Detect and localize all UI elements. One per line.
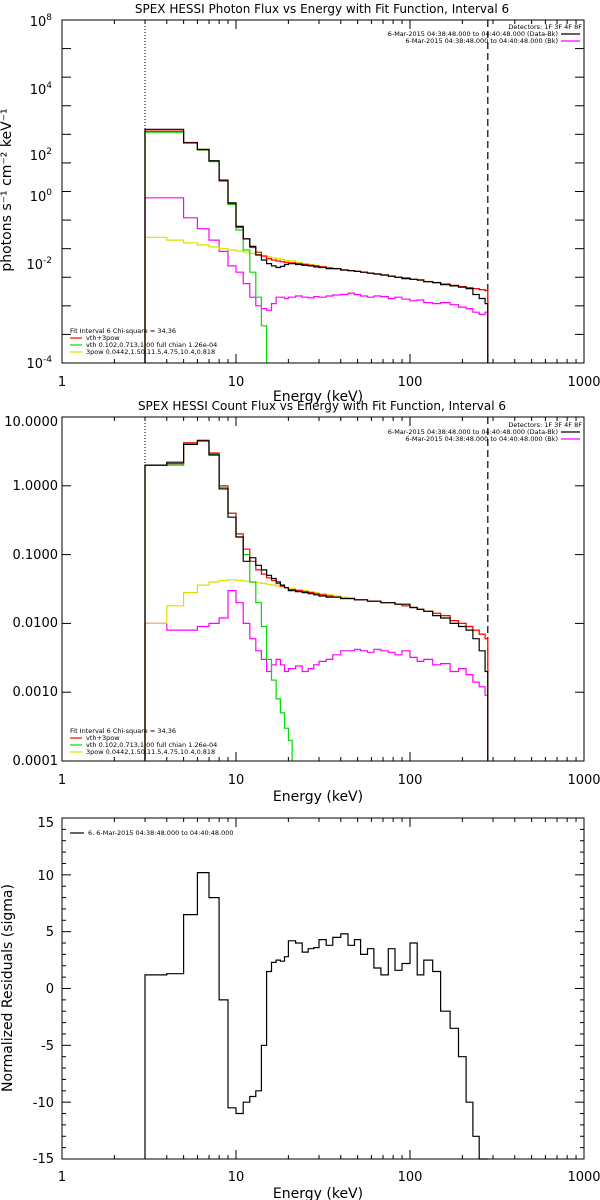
count-legend-powerlaw: 3pow 0.0442,1.50,11.5,4.75,10.4,0.818 bbox=[70, 748, 215, 756]
residual-y-tick-label-m15: -15 bbox=[33, 1152, 54, 1167]
residual-y-tick-label-m5: -5 bbox=[41, 1039, 54, 1054]
svg-text:6-Mar-2015 04:38:48.000 to 04:: 6-Mar-2015 04:38:48.000 to 04:40:48.000 … bbox=[388, 428, 558, 436]
photon-series-vth-3pow bbox=[144, 130, 489, 363]
count-legend-bk: 6-Mar-2015 04:38:48.000 to 04:40:48.000 … bbox=[405, 435, 580, 443]
residual-series-6-6-mar-2015-04-38-48-000-to-04-40-48-00 bbox=[144, 872, 488, 1160]
count-flux-series bbox=[144, 439, 489, 761]
svg-text:6-Mar-2015 04:38:48.000 to 04:: 6-Mar-2015 04:38:48.000 to 04:40:48.000 … bbox=[405, 37, 558, 45]
residual-y-tick-label-10: 10 bbox=[37, 869, 54, 884]
photon-flux-plot-frame bbox=[61, 19, 585, 364]
count-y-tick-label-10.0000: 10.0000 bbox=[4, 415, 58, 430]
photon-y-tick-label-1e-4: 10-4 bbox=[26, 355, 52, 372]
residual-y-tick-label-0: 0 bbox=[46, 982, 54, 997]
residual-x-axis-label: Energy (keV) bbox=[273, 1186, 363, 1200]
residual-x-tick-label-1: 1 bbox=[58, 1170, 66, 1185]
residual-y-axis-label: Normalized Residuals (sigma) bbox=[0, 884, 16, 1092]
count-series-vth-3pow bbox=[144, 439, 489, 761]
photon-y-tick-label-1e-2: 10-2 bbox=[26, 256, 52, 273]
count-legend-data-bk: 6-Mar-2015 04:38:48.000 to 04:40:48.000 … bbox=[388, 428, 580, 436]
photon-legend-data-bk: 6-Mar-2015 04:38:48.000 to 04:40:48.000 … bbox=[388, 30, 580, 38]
photon-legend-bk: 6-Mar-2015 04:38:48.000 to 04:40:48.000 … bbox=[405, 37, 580, 45]
count-fit-interval-text: Fit Interval 6 Chi-square = 34.36 bbox=[70, 727, 176, 735]
svg-text:vth+3pow: vth+3pow bbox=[86, 734, 120, 742]
count-y-tick-label-0.0010: 0.0010 bbox=[13, 685, 59, 700]
residual-x-tick-label-10: 10 bbox=[228, 1170, 245, 1185]
photon-x-tick-label-100: 100 bbox=[398, 375, 423, 390]
residuals-series bbox=[144, 872, 488, 1160]
count-flux-title: SPEX HESSI Count Flux vs Energy with Fit… bbox=[138, 399, 506, 413]
count-flux-plot-frame bbox=[61, 416, 585, 762]
photon-flux-panel: SPEX HESSI Photon Flux vs Energy with Fi… bbox=[0, 2, 600, 405]
count-x-axis-label: Energy (keV) bbox=[273, 789, 363, 805]
count-x-tick-label-10: 10 bbox=[228, 773, 245, 788]
count-series-6-mar-2015-04-38-48-000-to-04-40-48-000- bbox=[144, 440, 489, 761]
photon-series-6-mar-2015-04-38-48-000-to-04-40-48-000- bbox=[144, 197, 489, 363]
svg-text:vth 0.102,0.713,1.00 full chi: vth 0.102,0.713,1.00 full chian 1.26e-04 bbox=[86, 341, 217, 349]
photon-x-tick-label-1: 1 bbox=[58, 375, 66, 390]
photon-y-tick-label-1e2: 102 bbox=[30, 147, 52, 164]
count-flux-panel: SPEX HESSI Count Flux vs Energy with Fit… bbox=[4, 399, 600, 805]
photon-flux-series bbox=[144, 128, 489, 363]
count-y-tick-label-0.1000: 0.1000 bbox=[13, 548, 59, 563]
photon-x-tick-label-1000: 1000 bbox=[567, 375, 600, 390]
photon-fit-interval-text: Fit Interval 6 Chi-square = 34.36 bbox=[70, 327, 176, 335]
count-x-tick-label-1: 1 bbox=[58, 773, 66, 788]
count-legend-thermal: vth 0.102,0.713,1.00 full chian 1.26e-04 bbox=[70, 741, 217, 749]
photon-flux-title: SPEX HESSI Photon Flux vs Energy with Fi… bbox=[135, 2, 509, 16]
photon-y-tick-label-1e4: 104 bbox=[30, 81, 53, 98]
count-series-3pow-0-0442-1-50-11-5-4-75-10-4-0-818 bbox=[144, 579, 489, 761]
svg-text:vth+3pow: vth+3pow bbox=[86, 334, 120, 342]
photon-flux-ticks bbox=[61, 19, 585, 364]
photon-detectors-text: Detectors: 1F 3F 4F 8F bbox=[508, 23, 582, 31]
photon-legend-thermal: vth 0.102,0.713,1.00 full chian 1.26e-04 bbox=[70, 341, 217, 349]
svg-text:3pow 0.0442,1.50,11.5,4.75,10.: 3pow 0.0442,1.50,11.5,4.75,10.4,0.818 bbox=[86, 348, 215, 356]
svg-text:6. 6-Mar-2015 04:38:48.000 to: 6. 6-Mar-2015 04:38:48.000 to 04:40:48.0… bbox=[88, 829, 234, 837]
count-x-tick-label-100: 100 bbox=[398, 773, 423, 788]
count-legend-total-fit: vth+3pow bbox=[70, 734, 120, 742]
residuals-ticks bbox=[61, 817, 585, 1160]
residual-legend: 6. 6-Mar-2015 04:38:48.000 to 04:40:48.0… bbox=[70, 829, 234, 837]
svg-text:vth 0.102,0.713,1.00 full chi: vth 0.102,0.713,1.00 full chian 1.26e-04 bbox=[86, 741, 217, 749]
count-y-tick-label-1.0000: 1.0000 bbox=[13, 479, 59, 494]
residual-x-tick-label-1000: 1000 bbox=[567, 1170, 600, 1185]
count-series-6-mar-2015-04-38-48-000-to-04-40-48-000- bbox=[144, 590, 489, 761]
residual-x-tick-label-100: 100 bbox=[398, 1170, 423, 1185]
residual-y-tick-label-15: 15 bbox=[37, 816, 54, 831]
photon-legend-total-fit: vth+3pow bbox=[70, 334, 120, 342]
svg-text:3pow 0.0442,1.50,11.5,4.75,10.: 3pow 0.0442,1.50,11.5,4.75,10.4,0.818 bbox=[86, 748, 215, 756]
count-y-tick-label-0.0001: 0.0001 bbox=[13, 754, 59, 769]
photon-flux-vlines bbox=[144, 20, 489, 363]
residual-y-tick-label-m10: -10 bbox=[33, 1096, 54, 1111]
photon-y-tick-label-1e0: 100 bbox=[30, 188, 53, 205]
count-flux-vlines bbox=[144, 417, 489, 761]
count-y-tick-label-0.0100: 0.0100 bbox=[13, 616, 59, 631]
count-x-tick-label-1000: 1000 bbox=[567, 773, 600, 788]
photon-x-axis-label: Energy (keV) bbox=[273, 389, 363, 405]
residuals-panel: 1 10 100 1000 Energy (keV) Normalized Re… bbox=[0, 816, 600, 1200]
count-flux-ticks bbox=[61, 416, 585, 762]
photon-series-6-mar-2015-04-38-48-000-to-04-40-48-000- bbox=[144, 128, 489, 363]
photon-y-tick-label-1e8: 108 bbox=[30, 13, 53, 30]
svg-text:6-Mar-2015 04:38:48.000 to 04:: 6-Mar-2015 04:38:48.000 to 04:40:48.000 … bbox=[405, 435, 558, 443]
count-detectors-text: Detectors: 1F 3F 4F 8F bbox=[508, 421, 582, 429]
photon-y-axis-label: photons s⁻¹ cm⁻² keV⁻¹ bbox=[0, 108, 15, 271]
residual-y-tick-label-5: 5 bbox=[46, 925, 54, 940]
residuals-plot-frame bbox=[61, 817, 585, 1160]
photon-legend-powerlaw: 3pow 0.0442,1.50,11.5,4.75,10.4,0.818 bbox=[70, 348, 215, 356]
svg-text:6-Mar-2015 04:38:48.000 to 04:: 6-Mar-2015 04:38:48.000 to 04:40:48.000 … bbox=[388, 30, 558, 38]
photon-x-tick-label-10: 10 bbox=[228, 375, 245, 390]
